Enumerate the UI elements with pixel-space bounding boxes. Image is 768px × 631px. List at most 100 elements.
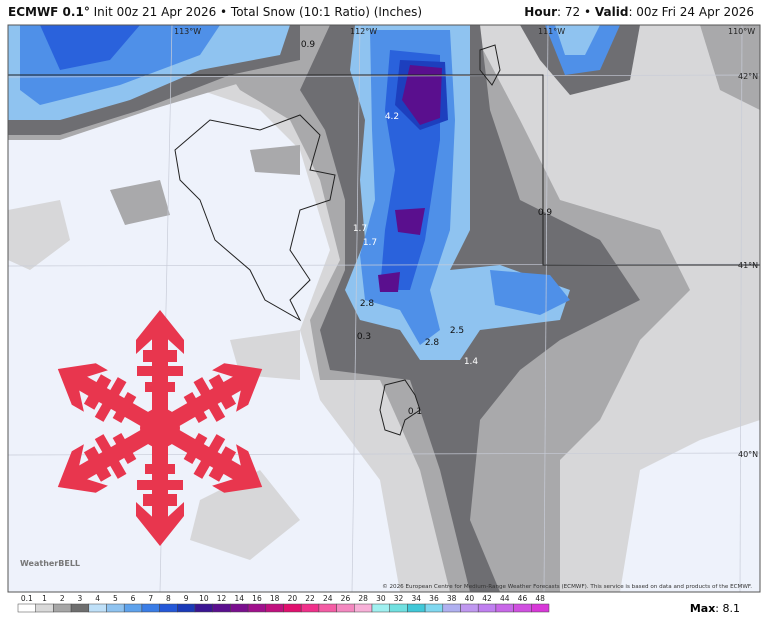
arm-branch	[193, 434, 226, 479]
colorbar-label: 9	[184, 594, 189, 603]
colorbar-label: 46	[518, 594, 528, 603]
point-label: 2.5	[450, 326, 464, 336]
colorbar-label: 20	[288, 594, 298, 603]
colorbar-swatch	[531, 603, 550, 613]
arm-branch	[112, 392, 137, 423]
map-field	[8, 25, 760, 592]
colorbar-swatch	[513, 603, 532, 613]
colorbar-swatch	[283, 603, 302, 613]
colorbar-swatch	[141, 603, 160, 613]
colorbar-swatch	[230, 603, 249, 613]
colorbar-swatch	[17, 603, 36, 613]
header-left: ECMWF 0.1° Init 00z 21 Apr 2026 • Total …	[8, 5, 422, 19]
colorbar-label: 34	[411, 594, 421, 603]
arm-branch	[112, 433, 137, 464]
run-info: Init 00z 21 Apr 2026 • Total Snow (10:1 …	[89, 5, 423, 19]
point-label: 2.8	[360, 299, 375, 309]
arm-branch	[137, 366, 183, 376]
max-value: Max: 8.1	[690, 602, 740, 615]
arm-branch	[83, 374, 112, 410]
header-right: Hour: 72 • Valid: 00z Fri 24 Apr 2026	[524, 5, 754, 19]
point-label: 0.1	[408, 407, 422, 417]
arm-branch	[145, 464, 175, 474]
arm-stem	[156, 421, 251, 485]
colorbar-swatch	[194, 603, 213, 613]
arm-tip	[136, 310, 184, 354]
colorbar-swatch	[495, 603, 514, 613]
lat-label: 40°N	[738, 450, 758, 459]
arm-tip	[136, 502, 184, 546]
arm-branch	[183, 433, 208, 464]
arm-branch	[94, 434, 127, 479]
colorbar-label: 7	[148, 594, 153, 603]
lon-label: 110°W	[728, 27, 755, 36]
colorbar: 0.1 1 2 3 4 5 6 7 8 9 10 12 14 16 18 20 22 24 26 28 30 32 34 36…	[17, 594, 550, 613]
arm-tip	[212, 444, 263, 493]
arm-branch	[208, 374, 237, 410]
point-label: 1.4	[464, 357, 479, 367]
arm-tip	[57, 363, 108, 412]
colorbar-swatch	[35, 603, 54, 613]
logo: WeatherBELL	[20, 559, 80, 568]
colorbar-label: 22	[305, 594, 315, 603]
model: ECMWF 0.1°	[8, 5, 90, 19]
max-label: Max	[689, 602, 716, 615]
snowflake-arm	[57, 363, 164, 435]
lon-label: 113°W	[174, 27, 201, 36]
snowflake-arm	[136, 310, 184, 428]
colorbar-swatch	[70, 603, 90, 613]
colorbar-label: 8	[166, 594, 171, 603]
arm-branch	[193, 377, 226, 422]
colorbar-swatch	[212, 603, 231, 613]
colorbar-label: 44	[500, 594, 510, 603]
arm-tip	[57, 444, 108, 493]
colorbar-label: 36	[429, 594, 439, 603]
colorbar-label: 42	[482, 594, 492, 603]
arm-tip	[212, 363, 263, 412]
snowflake-arm	[156, 363, 263, 435]
lon-label: 111°W	[538, 27, 565, 36]
point-label: 2.8	[425, 338, 440, 348]
colorbar-label: 30	[376, 594, 386, 603]
credit: © 2026 European Centre for Medium-Range …	[382, 583, 752, 590]
colorbar-swatch	[460, 603, 479, 613]
snowflake-core	[140, 408, 180, 448]
arm-branch	[183, 392, 208, 423]
colorbar-swatch	[53, 603, 72, 613]
point-label: 0.9	[538, 208, 553, 218]
colorbar-label: 14	[234, 594, 244, 603]
colorbar-swatch	[407, 603, 426, 613]
hour-value: : 72 •	[557, 5, 595, 19]
arm-branch	[145, 382, 175, 392]
colorbar-swatch	[159, 603, 178, 613]
colorbar-swatch	[318, 603, 337, 613]
valid-label: Valid	[594, 5, 629, 19]
point-label: 1.7	[353, 224, 367, 234]
point-label: 0.9	[301, 40, 316, 50]
colorbar-label: 16	[252, 594, 262, 603]
valid-value: : 00z Fri 24 Apr 2026	[628, 5, 754, 19]
colorbar-label: 32	[394, 594, 404, 603]
arm-branch	[143, 350, 177, 362]
colorbar-swatch	[88, 603, 107, 613]
colorbar-label: 3	[78, 594, 83, 603]
hour-label: Hour	[524, 5, 558, 19]
colorbar-swatch	[442, 603, 461, 613]
colorbar-label: 1	[42, 594, 47, 603]
snowflake-icon	[57, 310, 263, 546]
point-label: 1.7	[363, 238, 377, 248]
point-label: 0.3	[357, 332, 371, 342]
arm-branch	[94, 377, 127, 422]
colorbar-swatch	[477, 603, 497, 613]
colorbar-label: 38	[447, 594, 457, 603]
colorbar-swatch	[300, 603, 320, 613]
colorbar-label: 6	[131, 594, 136, 603]
max-number: : 8.1	[715, 602, 740, 615]
colorbar-swatch	[371, 603, 390, 613]
colorbar-swatch	[389, 603, 408, 613]
arm-branch	[208, 446, 237, 482]
colorbar-swatch	[247, 603, 267, 613]
colorbar-swatch	[106, 603, 125, 613]
